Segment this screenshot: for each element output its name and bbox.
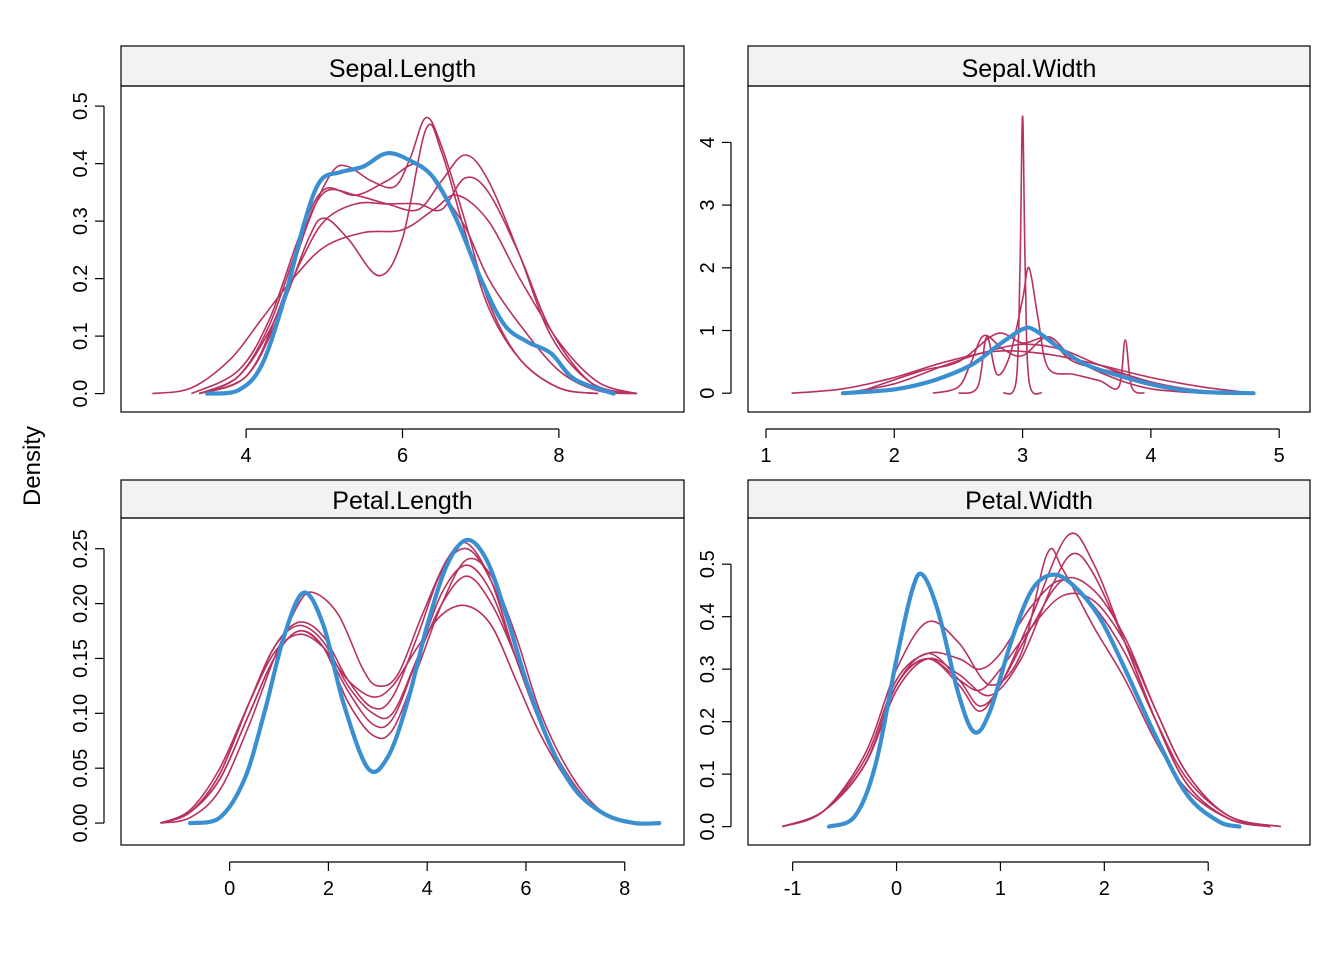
observed-density-line [188,537,662,826]
x-axis: 0 2 4 6 8 [224,861,630,900]
x-tick-label: 4 [241,445,252,467]
x-tick-label: 0 [224,878,235,900]
density-lines [791,115,1256,396]
y-tick-label: 0.1 [697,760,719,788]
y-tick-label: 0.00 [70,804,92,843]
y-axis-label: Density [19,426,46,506]
x-tick-label: 1 [995,878,1006,900]
panel-petal-width: Petal.Width -1 0 1 2 3 0.0 0.1 0.2 0.3 0.4 0.5 [697,479,1311,900]
imputed-density-line-4 [791,350,1254,394]
imputed-density-line-3 [782,579,1271,828]
imputed-density-line-6 [160,604,635,824]
panel-frame [120,85,685,413]
panel-sepal-length: Sepal.Length 4 6 8 0.0 0.1 0.2 0.3 0.4 0.5 [70,45,685,467]
x-tick-label: 5 [1274,445,1285,467]
x-axis: -1 0 1 2 3 [784,861,1214,900]
y-tick-label: 0.0 [697,813,719,841]
y-tick-label: 0.0 [70,380,92,408]
y-tick-label: 0 [697,388,719,399]
y-tick-label: 0.15 [70,639,92,678]
panel-title: Petal.Width [965,487,1093,515]
x-axis: 4 6 8 [241,428,564,467]
x-tick-label: -1 [784,878,802,900]
panel-title: Petal.Length [332,487,472,515]
panel-petal-length: Petal.Length 0 2 4 6 8 0.00 0.05 0.10 0.15 0.20 0.2… [70,479,685,900]
y-axis: 0.0 0.1 0.2 0.3 0.4 0.5 [697,550,732,841]
imputed-density-line-2 [198,116,599,395]
panel-frame [747,85,1311,413]
x-tick-label: 4 [1145,445,1156,467]
density-lines [782,532,1282,829]
imputed-density-line-2 [160,564,635,824]
x-tick-label: 6 [397,445,408,467]
imputed-density-line-1 [782,552,1271,828]
y-tick-label: 0.25 [70,529,92,568]
y-tick-label: 0.5 [697,550,719,578]
x-tick-label: 2 [323,878,334,900]
imputed-density-line-5 [160,557,635,824]
y-axis: 0.00 0.05 0.10 0.15 0.20 0.25 [70,529,105,843]
y-axis: 0.0 0.1 0.2 0.3 0.4 0.5 [70,92,105,408]
x-tick-label: 3 [1203,878,1214,900]
x-tick-label: 8 [619,878,630,900]
x-tick-label: 8 [553,445,564,467]
y-tick-label: 1 [697,325,719,336]
x-tick-label: 0 [891,878,902,900]
density-lines [152,116,638,396]
imputed-density-line-6 [152,194,638,395]
y-tick-label: 0.20 [70,584,92,623]
y-tick-label: 0.3 [70,207,92,235]
imputed-density-line-1 [1002,115,1043,395]
panel-strip [747,45,1311,87]
x-tick-label: 3 [1017,445,1028,467]
y-axis: 0 1 2 3 4 [697,137,732,399]
y-tick-label: 0.3 [697,655,719,683]
y-tick-label: 0.05 [70,749,92,788]
y-tick-label: 0.5 [70,92,92,120]
y-tick-label: 3 [697,200,719,211]
imputed-density-line-3 [160,575,635,824]
panel-strip [120,479,685,519]
imputed-density-line-4 [782,532,1271,828]
density-lines [160,537,662,826]
panel-frame [747,517,1311,846]
imputed-density-line-4 [160,547,635,824]
panel-strip [747,479,1311,519]
imputed-density-line-1 [198,123,599,395]
observed-density-line [840,325,1256,396]
imputed-density-line-2 [782,547,1271,828]
y-tick-label: 2 [697,262,719,273]
panel-strip [120,45,685,87]
x-tick-label: 2 [1099,878,1110,900]
y-tick-label: 0.4 [70,150,92,178]
panel-title: Sepal.Length [329,55,476,83]
y-tick-label: 0.1 [70,322,92,350]
y-tick-label: 0.4 [697,603,719,631]
imputed-density-line-6 [932,334,1203,394]
imputed-density-line-2 [958,266,1145,395]
y-tick-label: 0.2 [697,708,719,736]
panel-title: Sepal.Width [962,55,1097,83]
imputed-density-line-6 [782,576,1282,828]
y-tick-label: 0.2 [70,265,92,293]
y-tick-label: 0.10 [70,694,92,733]
x-axis: 1 2 3 4 5 [760,428,1285,467]
panel-sepal-width: Sepal.Width 1 2 3 4 5 0 1 2 3 4 [697,45,1311,467]
observed-density-line [826,571,1242,829]
x-tick-label: 6 [520,878,531,900]
imputed-density-line-1 [160,541,635,824]
x-tick-label: 1 [760,445,771,467]
panel-frame [120,517,685,846]
observed-density-line [204,151,616,396]
x-tick-label: 4 [422,878,433,900]
y-tick-label: 4 [697,137,719,148]
x-tick-label: 2 [889,445,900,467]
